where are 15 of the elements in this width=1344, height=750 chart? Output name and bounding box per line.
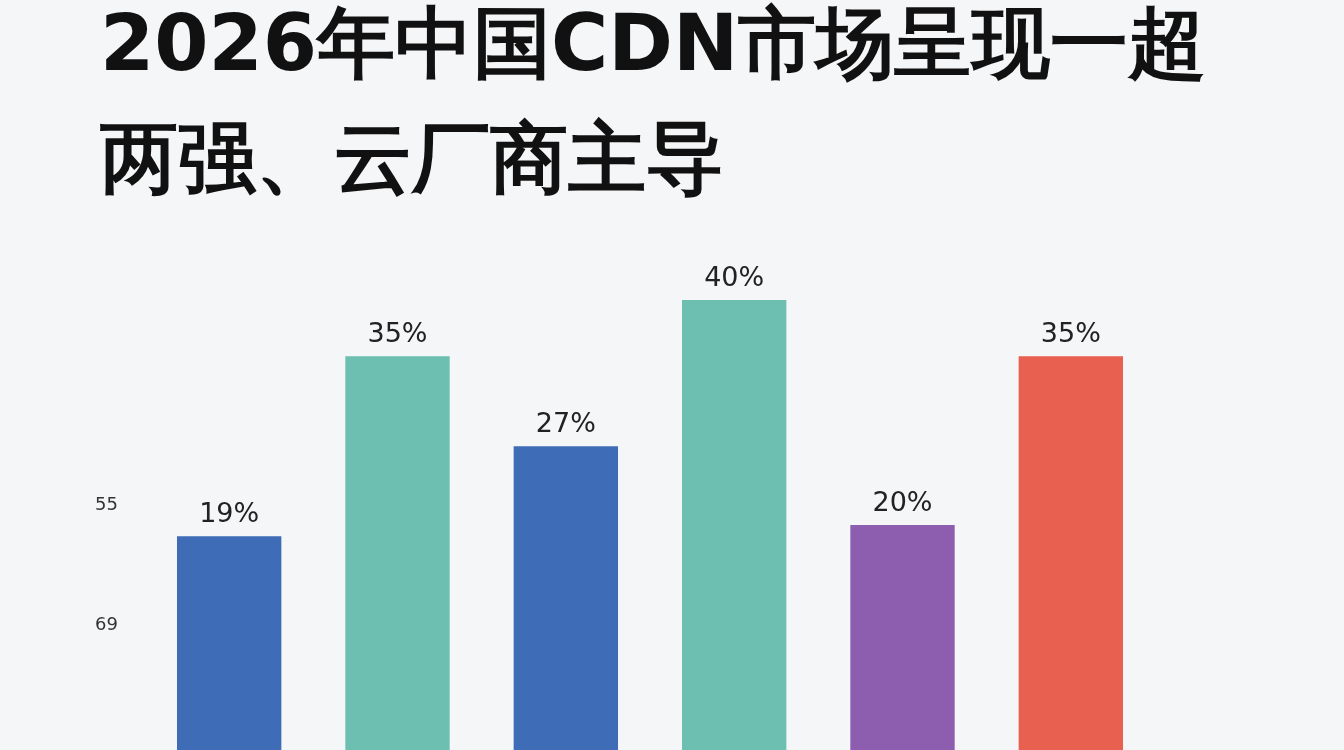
bar [513, 446, 619, 750]
data-label: 19% [199, 497, 260, 529]
bar [681, 300, 787, 750]
data-label: 40% [704, 261, 765, 292]
data-label: 35% [367, 317, 428, 349]
text: 69 [95, 613, 118, 634]
data-label: 35% [1040, 317, 1101, 349]
data-label: 20% [872, 486, 933, 517]
bar [850, 525, 955, 750]
bar [1018, 356, 1124, 750]
bar [345, 356, 450, 750]
chart-title: 2026年中国CDN市场呈现一超两强、云厂商主导 [99, 0, 1207, 203]
data-label: 27% [535, 407, 596, 439]
bar [176, 536, 282, 750]
text: 55 [95, 493, 118, 514]
